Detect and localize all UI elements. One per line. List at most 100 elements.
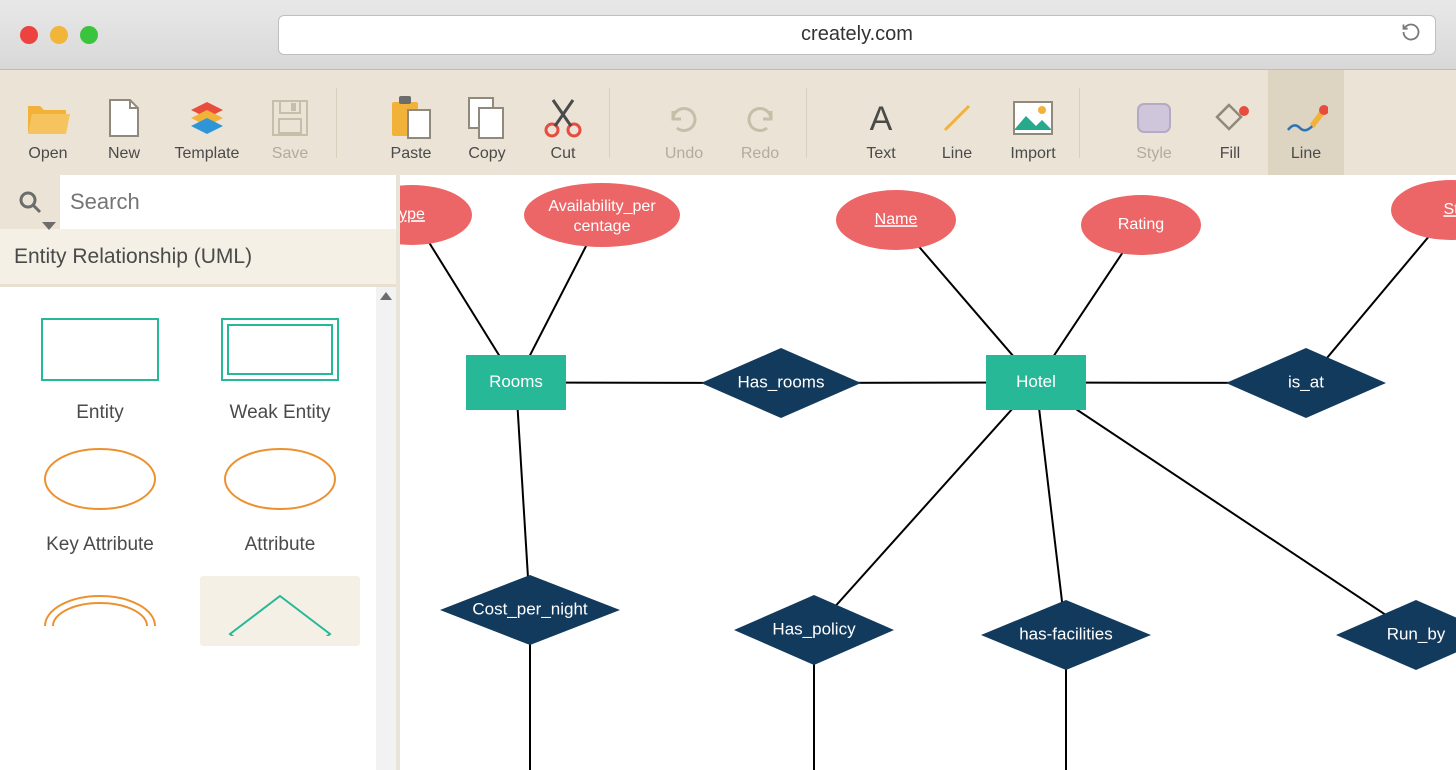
attribute-type[interactable]: ype (396, 185, 472, 245)
sidebar-scrollbar[interactable] (376, 287, 396, 770)
paste-button[interactable]: Paste (373, 70, 449, 175)
template-icon (187, 90, 227, 145)
relationship-hasfacilities[interactable]: has-facilities (981, 600, 1151, 670)
toolbar-separator (806, 88, 807, 158)
svg-text:Run_by: Run_by (1387, 624, 1446, 643)
close-window-button[interactable] (20, 26, 38, 44)
cut-icon (543, 90, 583, 145)
copy-button[interactable]: Copy (449, 70, 525, 175)
attribute-rating[interactable]: Rating (1081, 195, 1201, 255)
toolbar-label: Text (866, 145, 895, 163)
multivalued-shape-icon (40, 576, 160, 626)
search-icon[interactable] (0, 175, 60, 229)
shape-relationship[interactable] (200, 576, 360, 646)
toolbar-separator (336, 88, 337, 158)
redo-button[interactable]: Redo (722, 70, 798, 175)
toolbar-label: Import (1010, 145, 1055, 163)
style-button[interactable]: Style (1116, 70, 1192, 175)
copy-icon (467, 90, 507, 145)
toolbar: Open New Template (0, 70, 1456, 175)
relationship-shape-icon (220, 586, 340, 636)
shape-key-attribute[interactable]: Key Attribute (20, 444, 180, 556)
svg-text:Rooms: Rooms (489, 372, 543, 391)
minimize-window-button[interactable] (50, 26, 68, 44)
shape-label: Key Attribute (46, 534, 154, 556)
svg-text:centage: centage (574, 218, 631, 235)
toolbar-label: Paste (391, 145, 432, 163)
sidebar: Entity Relationship (UML) Entity We (0, 175, 396, 770)
sidebar-section-title[interactable]: Entity Relationship (UML) (0, 229, 396, 287)
search-input[interactable] (60, 189, 396, 215)
folder-open-icon (26, 90, 70, 145)
er-diagram[interactable]: ype Availability_percentage Name Rating St Ro… (396, 175, 1456, 770)
toolbar-label: Undo (665, 145, 703, 163)
scroll-up-icon (380, 292, 392, 300)
relationship-haspolicy[interactable]: Has_policy (734, 595, 894, 665)
traffic-lights (20, 26, 98, 44)
url-bar[interactable]: creately.com (278, 15, 1436, 55)
attribute-st[interactable]: St (1391, 180, 1456, 240)
svg-text:Name: Name (875, 211, 918, 228)
open-button[interactable]: Open (10, 70, 86, 175)
main-area: Entity Relationship (UML) Entity We (0, 175, 1456, 770)
toolbar-label: Redo (741, 145, 779, 163)
template-button[interactable]: Template (162, 70, 252, 175)
toolbar-label: Copy (468, 145, 505, 163)
cut-button[interactable]: Cut (525, 70, 601, 175)
key-attribute-shape-icon (40, 444, 160, 514)
svg-text:has-facilities: has-facilities (1019, 624, 1113, 643)
relationship-runby[interactable]: Run_by (1336, 600, 1456, 670)
relationship-hasrooms[interactable]: Has_rooms (701, 348, 861, 418)
toolbar-label: Fill (1220, 145, 1240, 163)
import-button[interactable]: Import (995, 70, 1071, 175)
attribute-shape-icon (220, 444, 340, 514)
toolbar-label: Cut (551, 145, 576, 163)
attribute-name[interactable]: Name (836, 190, 956, 250)
toolbar-separator (609, 88, 610, 158)
fill-button[interactable]: Fill (1192, 70, 1268, 175)
save-button[interactable]: Save (252, 70, 328, 175)
shape-entity[interactable]: Entity (20, 317, 180, 424)
undo-button[interactable]: Undo (646, 70, 722, 175)
relationship-cost[interactable]: Cost_per_night (440, 575, 620, 645)
shape-label: Attribute (245, 534, 316, 556)
undo-icon (665, 90, 703, 145)
shape-weak-entity[interactable]: Weak Entity (200, 317, 360, 424)
line-tool-button[interactable]: Line (919, 70, 995, 175)
text-tool-button[interactable]: A Text (843, 70, 919, 175)
svg-text:Has_policy: Has_policy (772, 619, 856, 638)
new-button[interactable]: New (86, 70, 162, 175)
browser-chrome: creately.com (0, 0, 1456, 70)
fill-icon (1209, 90, 1251, 145)
toolbar-label: Template (175, 145, 240, 163)
svg-text:Availability_per: Availability_per (548, 198, 656, 215)
svg-text:Rating: Rating (1118, 216, 1164, 233)
entity-hotel[interactable]: Hotel (986, 355, 1086, 410)
canvas[interactable]: ype Availability_percentage Name Rating St Ro… (396, 175, 1456, 770)
attribute-avail[interactable]: Availability_percentage (524, 183, 680, 247)
toolbar-label: New (108, 145, 140, 163)
entity-rooms[interactable]: Rooms (466, 355, 566, 410)
svg-text:St: St (1443, 201, 1456, 218)
shape-multivalued[interactable] (20, 576, 180, 646)
line-style-button[interactable]: Line (1268, 70, 1344, 175)
svg-text:Hotel: Hotel (1016, 372, 1056, 391)
maximize-window-button[interactable] (80, 26, 98, 44)
relationship-isat[interactable]: is_at (1226, 348, 1386, 418)
svg-text:A: A (870, 100, 893, 136)
toolbar-separator (1079, 88, 1080, 158)
style-icon (1134, 90, 1174, 145)
toolbar-label: Open (28, 145, 67, 163)
shape-attribute[interactable]: Attribute (200, 444, 360, 556)
weak-entity-shape-icon (220, 317, 340, 382)
text-icon: A (863, 90, 899, 145)
svg-text:Has_rooms: Has_rooms (738, 372, 825, 391)
shape-label: Entity (76, 402, 124, 424)
canvas-left-border (396, 175, 400, 770)
redo-icon (741, 90, 779, 145)
reload-icon[interactable] (1401, 22, 1421, 48)
toolbar-label: Line (942, 145, 972, 163)
svg-text:is_at: is_at (1288, 372, 1324, 391)
paste-icon (390, 90, 432, 145)
shapes-palette: Entity Weak Entity Key Attribute (0, 287, 396, 770)
